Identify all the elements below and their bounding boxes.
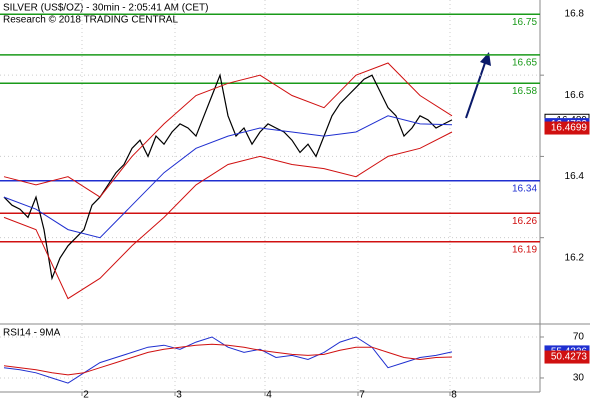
y-tick-label: 16.2 — [565, 252, 585, 263]
price-badge-label: 16.4699 — [551, 123, 588, 134]
level-label: 16.19 — [512, 244, 537, 255]
y-tick-label: 70 — [573, 332, 585, 343]
series-line — [3, 62, 453, 198]
series-line — [3, 73, 453, 281]
x-tick-label: 8 — [451, 390, 457, 400]
level-label: 16.58 — [512, 86, 537, 97]
x-tick-label: 4 — [266, 390, 272, 400]
level-label: 16.75 — [512, 17, 537, 28]
y-tick-label: 30 — [573, 373, 585, 384]
y-tick-label: 16.6 — [565, 90, 585, 101]
level-label: 16.26 — [512, 216, 537, 227]
series-line — [3, 131, 453, 300]
rsi-title: RSI14 - 9MA — [3, 328, 61, 339]
x-tick-label: 3 — [176, 390, 182, 400]
series-line — [3, 343, 453, 376]
price-badge — [544, 121, 590, 135]
level-label: 16.65 — [512, 57, 537, 68]
forecast-arrow — [465, 59, 487, 119]
price-badge-label: 50.4273 — [551, 352, 588, 363]
series-line — [3, 336, 453, 384]
x-tick-label: 7 — [359, 390, 365, 400]
series-line — [3, 115, 453, 239]
x-tick-label: 2 — [83, 390, 89, 400]
y-tick-label: 16.8 — [565, 9, 585, 20]
chart-title: SILVER (US$/OZ) - 30min - 2:05:41 AM (CE… — [3, 3, 208, 14]
y-tick-label: 16.4 — [565, 171, 585, 182]
chart-subtitle: Research © 2018 TRADING CENTRAL — [3, 15, 178, 26]
price-badge — [544, 350, 590, 364]
level-label: 16.34 — [512, 183, 537, 194]
